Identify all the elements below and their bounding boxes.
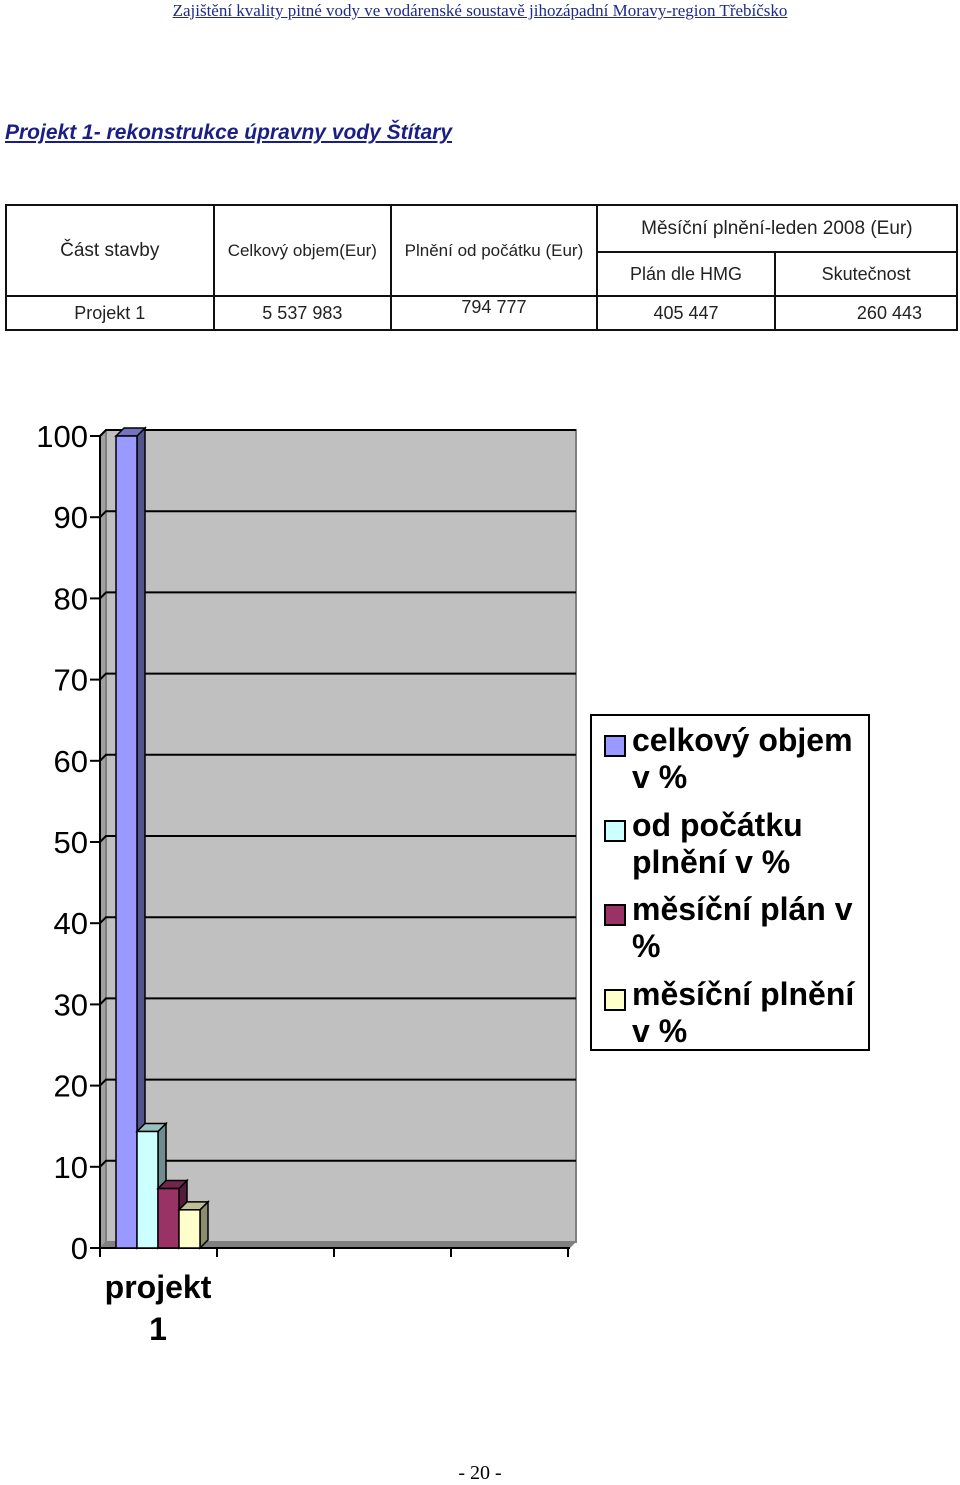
y-tick-label: 90 (54, 500, 88, 535)
bar-front (157, 1187, 180, 1249)
legend-swatch-from-start (604, 820, 626, 842)
chart-labels: 0 10 20 30 40 50 60 70 80 90 100 projekt 1 (36, 419, 211, 1347)
y-tick-label: 60 (54, 744, 88, 779)
cell-actual: 260 443 (774, 295, 958, 331)
gridline (99, 672, 576, 681)
y-tick-label: 80 (54, 581, 88, 616)
col-header-actual: Skutečnost (774, 251, 958, 297)
page-number: - 20 - (458, 1462, 502, 1484)
bar-front (136, 1130, 159, 1249)
cell-part: Projekt 1 (5, 295, 215, 331)
cell-from-start: 794 777 (390, 295, 598, 331)
y-tick-label: 30 (54, 987, 88, 1022)
gridline (99, 591, 576, 600)
cell-plan: 405 447 (595, 295, 777, 331)
legend-label-from-start: od počátku plnění v % (632, 807, 803, 880)
y-tick-label: 20 (54, 1069, 88, 1104)
bar-front (115, 435, 138, 1249)
chart-gridlines (99, 429, 576, 1168)
bar (177, 1200, 210, 1250)
document-header: Zajištění kvality pitné vody ve vodárens… (172, 1, 788, 20)
col-header-plan: Plán dle HMG (595, 251, 777, 297)
col-header-from-start: Plnění od počátku (Eur) (390, 204, 598, 297)
gridline (99, 753, 576, 762)
x-category-label: projekt 1 (105, 1269, 212, 1347)
bar-front (178, 1209, 201, 1249)
gridline (99, 510, 576, 518)
legend-item-from-start: od počátku plnění v % (604, 807, 866, 881)
chart-legend: celkový objem v % od počátku plnění v % … (590, 714, 870, 1051)
legend-swatch-monthly-plan (604, 904, 626, 926)
bar (156, 1178, 189, 1250)
legend-label-monthly-plan: měsíční plán v % (632, 891, 853, 964)
y-tick-label: 100 (36, 419, 88, 454)
legend-label-total: celkový objem v % (632, 722, 853, 795)
gridline (99, 916, 576, 924)
project-title: Projekt 1- rekonstrukce úpravny vody Ští… (5, 121, 452, 144)
legend-item-total: celkový objem v % (604, 722, 866, 796)
gridline (99, 1078, 576, 1087)
col-header-monthly: Měsíční plnění-leden 2008 (Eur) (595, 204, 959, 253)
gridline (99, 429, 576, 437)
y-tick-label: 70 (54, 663, 88, 698)
gridline (99, 835, 576, 843)
budget-table: Část stavby Celkový objem(Eur) Plnění od… (5, 204, 959, 331)
gridline (99, 1159, 576, 1168)
y-tick-label: 40 (54, 906, 88, 941)
col-header-total: Celkový objem(Eur) (212, 204, 393, 297)
legend-item-monthly-plan: měsíční plán v % (604, 891, 866, 965)
legend-item-monthly-actual: měsíční plnění v % (604, 976, 866, 1050)
y-tick-label: 10 (54, 1150, 88, 1185)
legend-label-monthly-actual: měsíční plnění v % (632, 976, 855, 1049)
y-tick-label: 50 (54, 825, 88, 860)
cell-total: 5 537 983 (212, 295, 393, 331)
y-tick-label: 0 (71, 1231, 88, 1266)
legend-swatch-monthly-actual (604, 989, 626, 1011)
chart-bars (114, 426, 210, 1250)
col-header-part: Část stavby (5, 204, 215, 297)
chart-floor (100, 1242, 576, 1248)
gridline (99, 997, 576, 1006)
bar (114, 426, 147, 1250)
legend-swatch-total (604, 735, 626, 757)
chart-background (99, 428, 577, 1250)
